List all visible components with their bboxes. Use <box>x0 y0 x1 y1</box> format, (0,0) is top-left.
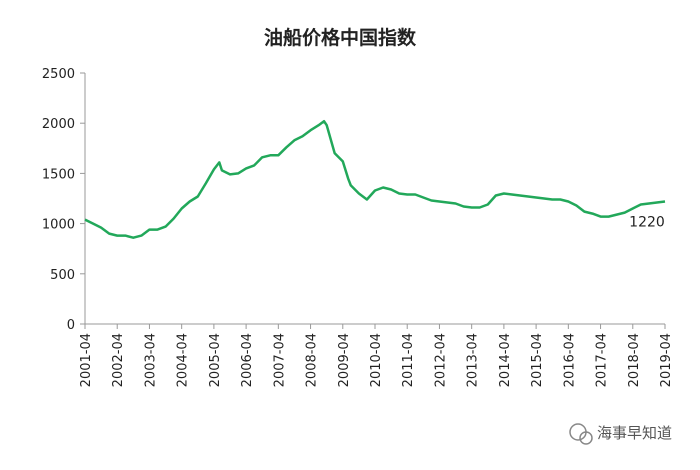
y-tick-label: 0 <box>67 318 75 333</box>
x-tick-label: 2015-04 <box>530 333 545 387</box>
x-tick-label: 2003-04 <box>143 333 158 387</box>
watermark-icon <box>569 423 593 445</box>
y-tick-label: 500 <box>50 268 75 283</box>
x-tick-label: 2005-04 <box>208 333 223 387</box>
data-label: 1220 <box>629 215 665 231</box>
chart-title: 油船价格中国指数 <box>264 26 417 49</box>
x-tick-label: 2009-04 <box>337 333 352 387</box>
y-tick-label: 2500 <box>42 67 75 82</box>
x-tick-label: 2001-04 <box>79 333 94 387</box>
x-tick-label: 2019-04 <box>659 333 674 387</box>
x-tick-label: 2002-04 <box>111 333 126 387</box>
x-tick-label: 2008-04 <box>305 333 320 387</box>
watermark: 海事早知道 <box>597 424 672 442</box>
x-tick-label: 2013-04 <box>466 333 481 387</box>
x-tick-label: 2016-04 <box>562 333 577 387</box>
y-tick-label: 1500 <box>42 167 75 182</box>
x-tick-label: 2014-04 <box>498 333 513 387</box>
x-tick-label: 2010-04 <box>369 333 384 387</box>
x-tick-label: 2007-04 <box>272 333 287 387</box>
data-line <box>84 119 666 239</box>
x-tick-label: 2017-04 <box>595 333 610 387</box>
x-tick-label: 2006-04 <box>240 333 255 387</box>
x-tick-label: 2012-04 <box>433 333 448 387</box>
x-tick-label: 2018-04 <box>627 333 642 387</box>
x-tick-label: 2004-04 <box>176 333 191 387</box>
y-tick-label: 1000 <box>42 218 75 233</box>
x-tick-label: 2011-04 <box>401 333 416 387</box>
y-tick-label: 2000 <box>42 117 75 132</box>
